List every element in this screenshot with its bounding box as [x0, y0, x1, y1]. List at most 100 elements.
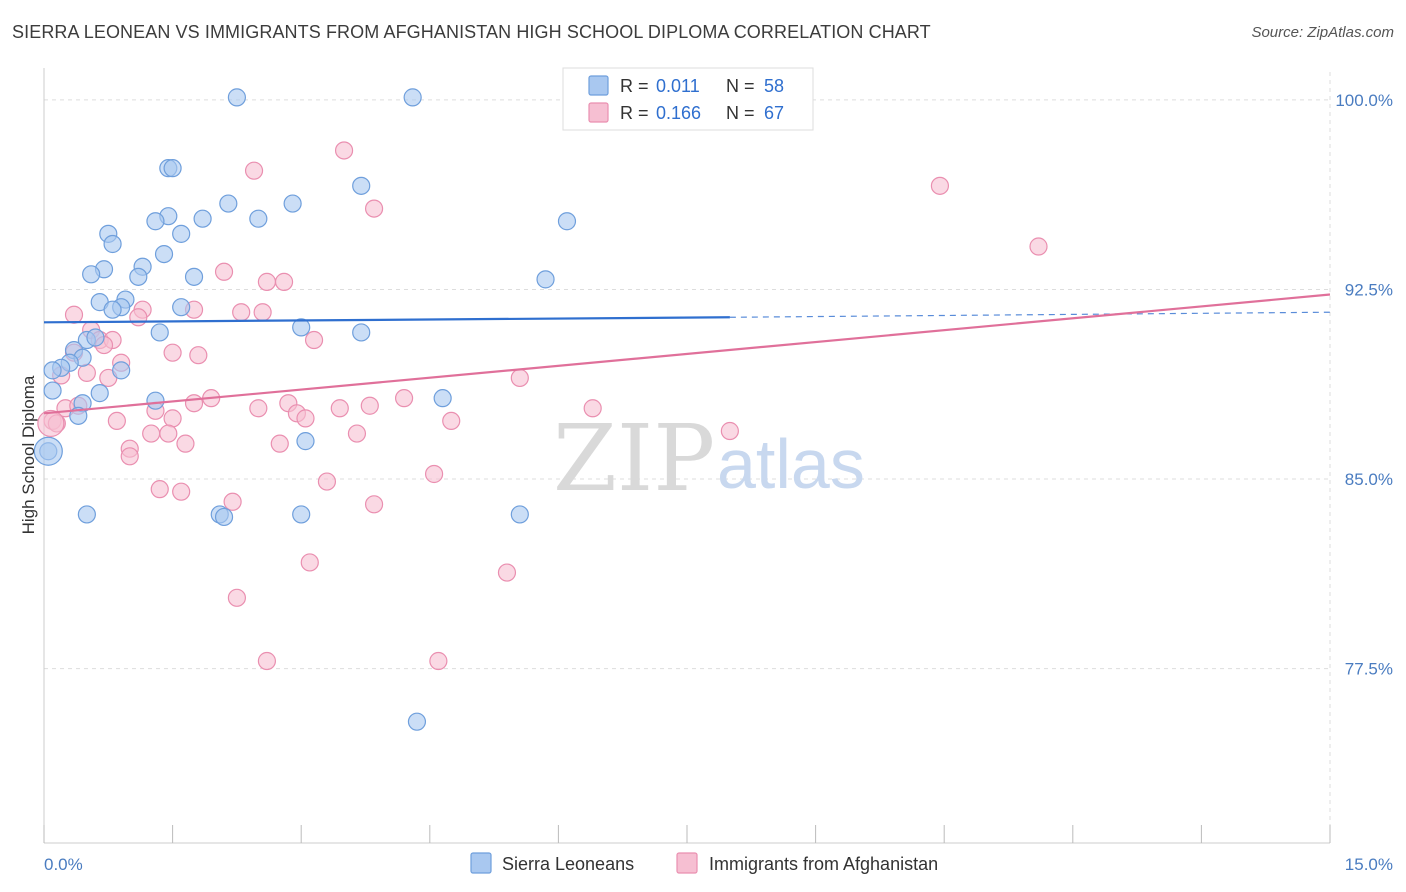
legend-r-value: 0.011 — [656, 76, 700, 96]
point-sierra-leonean — [292, 505, 311, 524]
watermark: ZIP atlas — [553, 405, 865, 512]
point-sierra-leonean — [352, 176, 371, 195]
point-sierra-leonean — [43, 361, 62, 380]
point-immigrant-afghanistan — [214, 262, 234, 281]
legend-n-label: N = — [726, 76, 755, 96]
point-immigrant-afghanistan — [77, 363, 96, 382]
tick-labels: 77.5% 85.0% 92.5% 100.0% 0.0% 15.0% — [44, 91, 1393, 874]
point-immigrant-afghanistan — [163, 343, 182, 362]
legend-swatch-blue — [588, 75, 609, 96]
point-sierra-leonean — [510, 505, 529, 524]
point-sierra-leonean — [536, 270, 555, 289]
point-sierra-leonean — [146, 391, 165, 410]
point-sierra-leonean — [172, 298, 191, 317]
point-immigrant-afghanistan — [142, 424, 161, 443]
point-sierra-leonean — [249, 209, 268, 228]
point-immigrant-afghanistan — [120, 447, 139, 466]
y-axis-label: High School Diploma — [19, 375, 38, 534]
point-immigrant-afghanistan — [270, 434, 289, 453]
point-immigrant-afghanistan — [300, 553, 319, 572]
watermark-zip: ZIP — [553, 405, 715, 512]
point-sierra-leonean — [403, 88, 422, 107]
point-sierra-leonean — [352, 323, 371, 342]
point-sierra-leonean — [193, 209, 212, 228]
point-sierra-leonean — [163, 159, 182, 178]
point-sierra-leonean — [184, 267, 204, 286]
legend-r-label: R = — [620, 76, 649, 96]
legend-entry-sierra-leoneans: Sierra Leoneans — [502, 854, 634, 874]
point-immigrant-afghanistan — [253, 303, 272, 322]
trend-lines — [43, 293, 1331, 415]
point-sierra-leonean — [77, 505, 96, 524]
point-immigrant-afghanistan — [1029, 237, 1048, 256]
point-immigrant-afghanistan — [394, 389, 414, 408]
point-sierra-leonean — [112, 361, 131, 380]
point-immigrant-afghanistan — [257, 272, 277, 291]
point-sierra-leonean — [43, 381, 62, 400]
point-immigrant-afghanistan — [429, 651, 448, 671]
point-immigrant-afghanistan — [296, 409, 315, 428]
legend-n-value: 58 — [764, 76, 784, 96]
point-immigrant-afghanistan — [497, 563, 517, 582]
legend-swatch-pink — [676, 852, 698, 874]
point-sierra-leonean — [90, 384, 109, 403]
y-tick-label: 77.5% — [1345, 660, 1393, 679]
point-sierra-leonean — [219, 194, 238, 213]
point-immigrant-afghanistan — [442, 411, 461, 431]
legend-swatch-blue — [470, 852, 492, 874]
legend-n-value: 67 — [764, 103, 784, 123]
point-immigrant-afghanistan — [364, 199, 384, 218]
trend-line-sierra-leonean-extension — [729, 311, 1331, 318]
point-sierra-leonean — [154, 244, 174, 264]
point-sierra-leonean — [150, 323, 169, 342]
legend-r-label: R = — [620, 103, 649, 123]
trend-line-immigrants-afghanistan — [43, 293, 1331, 415]
point-sierra-leonean — [146, 212, 165, 231]
chart-title: SIERRA LEONEAN VS IMMIGRANTS FROM AFGHAN… — [12, 22, 931, 42]
point-immigrant-afghanistan — [317, 472, 337, 491]
point-sierra-leonean — [227, 88, 246, 107]
point-sierra-leonean — [557, 212, 577, 231]
point-immigrant-afghanistan — [150, 480, 169, 499]
point-immigrant-afghanistan — [129, 308, 148, 327]
point-immigrant-afghanistan — [334, 141, 354, 160]
point-immigrant-afghanistan — [64, 305, 84, 324]
point-immigrant-afghanistan — [720, 421, 739, 441]
point-sierra-leonean — [129, 267, 148, 286]
y-tick-label: 100.0% — [1335, 91, 1393, 110]
point-immigrant-afghanistan — [227, 588, 246, 607]
point-sierra-leonean — [82, 265, 101, 284]
point-immigrant-afghanistan — [163, 409, 182, 428]
point-sierra-leonean — [33, 436, 63, 466]
y-tick-label: 92.5% — [1345, 280, 1393, 299]
trend-line-sierra-leonean — [43, 316, 730, 324]
point-sierra-leonean — [292, 318, 311, 337]
point-immigrant-afghanistan — [274, 272, 294, 291]
point-immigrant-afghanistan — [304, 330, 324, 350]
point-sierra-leonean — [214, 507, 234, 527]
y-tick-label: 85.0% — [1345, 470, 1393, 489]
point-immigrant-afghanistan — [159, 424, 178, 443]
x-tick-label: 15.0% — [1345, 855, 1393, 874]
x-tick-label: 0.0% — [44, 855, 83, 874]
legend-n-label: N = — [726, 103, 755, 123]
point-immigrant-afghanistan — [257, 651, 277, 671]
legend-bottom: Sierra Leoneans Immigrants from Afghanis… — [470, 852, 938, 874]
point-immigrant-afghanistan — [330, 399, 349, 418]
point-immigrant-afghanistan — [583, 399, 602, 418]
point-sierra-leonean — [283, 194, 302, 213]
point-immigrant-afghanistan — [223, 492, 242, 511]
point-sierra-leonean — [433, 389, 452, 408]
watermark-atlas: atlas — [717, 425, 865, 503]
point-immigrant-afghanistan — [189, 346, 208, 365]
point-immigrant-afghanistan — [347, 424, 367, 443]
point-immigrant-afghanistan — [232, 303, 251, 322]
legend-r-value: 0.166 — [656, 103, 701, 123]
point-immigrant-afghanistan — [176, 434, 195, 453]
point-immigrant-afghanistan — [930, 176, 950, 195]
legend-top: R = 0.011 N = 58 R = 0.166 N = 67 — [562, 67, 814, 131]
point-immigrant-afghanistan — [172, 482, 191, 501]
point-immigrant-afghanistan — [249, 399, 268, 418]
point-immigrant-afghanistan — [364, 495, 384, 514]
